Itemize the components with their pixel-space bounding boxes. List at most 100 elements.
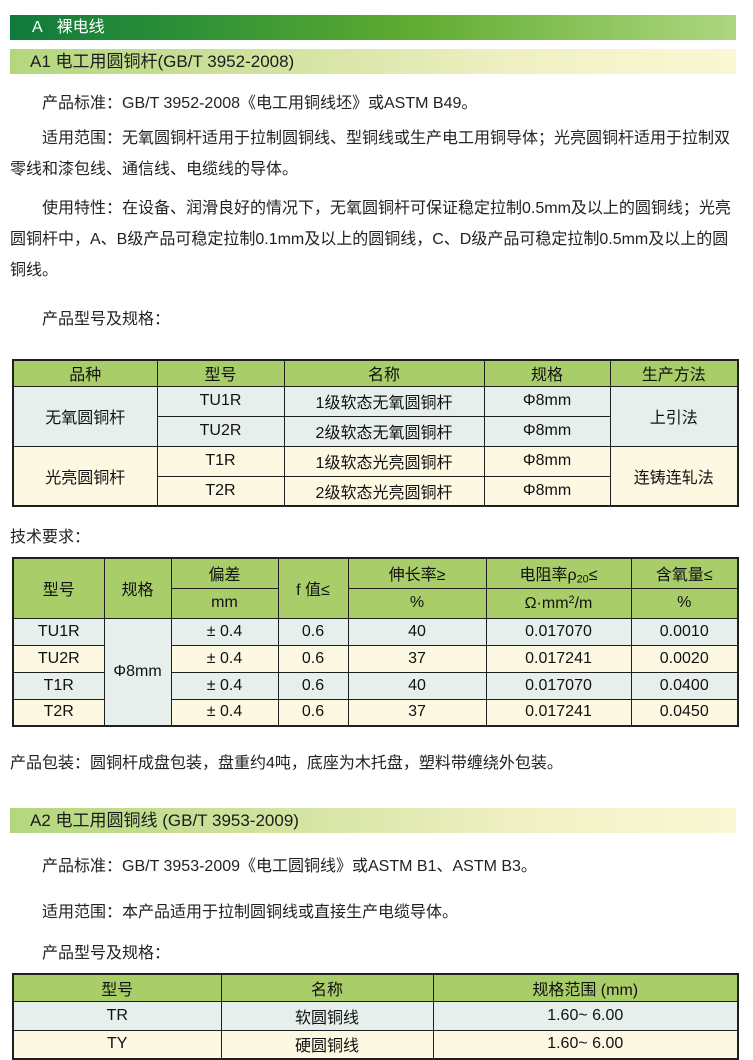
table-header-row: 型号 规格 偏差 f 值≤ 伸长率≥ 电阻率ρ20≤ 含氧量≤: [12, 557, 739, 619]
cell-model: TU2R: [12, 644, 105, 673]
cell-deviation: ± 0.4: [170, 617, 279, 646]
cell-resistivity: 0.017241: [485, 698, 632, 727]
cell-name: 2级软态无氧圆铜杆: [283, 415, 485, 447]
header-cell-deviation: 偏差: [170, 557, 279, 589]
cell-model: TU1R: [12, 617, 105, 646]
header-cell-method: 生产方法: [609, 359, 739, 387]
chapter-label: A: [32, 19, 43, 36]
table-row: T2R 2级软态光亮圆铜杆 Φ8mm: [13, 475, 738, 507]
cell-f-value: 0.6: [277, 698, 349, 727]
a2-paragraph-product-standard: 产品标准：GB/T 3953-2009《电工圆铜线》或ASTM B1、ASTM …: [42, 858, 537, 875]
header-cell-name: 名称: [283, 359, 485, 387]
a1-paragraph-product-standard: 产品标准：GB/T 3952-2008《电工用铜线坯》或ASTM B49。: [42, 95, 478, 112]
cell-model: T1R: [156, 445, 285, 477]
header-cell-elongation-unit: %: [347, 587, 487, 619]
a1-products-table: 品种 型号 名称 规格 生产方法 无氧圆铜杆 TU1R 1级软态无氧圆铜杆 Φ8…: [12, 359, 739, 507]
a2-wires-table: 型号 名称 规格范围 (mm) TR 软圆铜线 1.60~ 6.00 TY 硬圆…: [12, 973, 739, 1060]
cell-name: 2级软态光亮圆铜杆: [283, 475, 485, 507]
header-cell-model: 型号: [12, 973, 222, 1002]
table-header-row: 品种 型号 名称 规格 生产方法: [12, 359, 739, 387]
table-header-row: mm % Ω·mm2/m %: [13, 587, 739, 619]
cell-model: TY: [12, 1029, 222, 1060]
cell-spec: Φ8mm: [483, 445, 611, 477]
cell-oxygen: 0.0450: [630, 698, 739, 727]
table-row: 光亮圆铜杆 T1R 1级软态光亮圆铜杆 Φ8mm 连铸连轧法: [12, 445, 739, 507]
header-cell-variety: 品种: [12, 359, 158, 387]
cell-oxygen: 0.0400: [630, 671, 739, 700]
cell-deviation: ± 0.4: [170, 698, 279, 727]
a2-paragraph-models-label: 产品型号及规格：: [42, 945, 171, 962]
cell-model: T1R: [12, 671, 105, 700]
cell-f-value: 0.6: [277, 644, 349, 673]
cell-model: T2R: [156, 475, 285, 507]
cell-variety: 光亮圆铜杆: [12, 445, 158, 507]
section-a2-title: A2 电工用圆铜线 (GB/T 3953-2009): [30, 811, 299, 830]
table-row: T2R ± 0.4 0.6 37 0.017241 0.0450: [12, 698, 739, 727]
header-cell-resistivity: 电阻率ρ20≤: [485, 557, 632, 589]
section-a1-header-bar: A1 电工用圆铜杆(GB/T 3952-2008): [10, 49, 736, 74]
a1-paragraph-scope: 适用范围：无氧圆铜杆适用于拉制圆铜线、型铜线或生产电工用铜导体；光亮圆铜杆适用于…: [10, 130, 731, 178]
cell-model: TU1R: [156, 385, 285, 417]
cell-elongation: 40: [347, 617, 487, 646]
cell-spec: Φ8mm: [483, 415, 611, 447]
header-cell-deviation-unit: mm: [170, 587, 279, 619]
a1-paragraph-models-label: 产品型号及规格：: [42, 311, 171, 328]
cell-deviation: ± 0.4: [170, 644, 279, 673]
cell-oxygen: 0.0010: [630, 617, 739, 646]
cell-name: 硬圆铜线: [220, 1029, 434, 1060]
table-row: TY 硬圆铜线 1.60~ 6.00: [12, 1029, 739, 1060]
a2-paragraph-scope: 适用范围：本产品适用于拉制圆铜线或直接生产电缆导体。: [42, 904, 459, 921]
cell-f-value: 0.6: [277, 671, 349, 700]
header-cell-elongation: 伸长率≥: [347, 557, 487, 589]
cell-variety: 无氧圆铜杆: [12, 385, 158, 447]
chapter-header-bar: A 裸电线: [10, 15, 736, 40]
cell-resistivity: 0.017241: [485, 644, 632, 673]
cell-spec-range: 1.60~ 6.00: [432, 1029, 739, 1060]
cell-spec-range: 1.60~ 6.00: [432, 1000, 739, 1031]
header-cell-name: 名称: [220, 973, 434, 1002]
section-a1-title: A1 电工用圆铜杆(GB/T 3952-2008): [30, 52, 295, 71]
cell-deviation: ± 0.4: [170, 671, 279, 700]
cell-model: TU2R: [156, 415, 285, 447]
section-a2-header-bar: A2 电工用圆铜线 (GB/T 3953-2009): [10, 808, 736, 833]
table-row: TR 软圆铜线 1.60~ 6.00: [12, 1000, 739, 1031]
header-cell-spec-range: 规格范围 (mm): [432, 973, 739, 1002]
table-header-row: 型号 名称 规格范围 (mm): [12, 973, 739, 1002]
cell-name: 软圆铜线: [220, 1000, 434, 1031]
cell-model: TR: [12, 1000, 222, 1031]
table-row: TU2R 2级软态无氧圆铜杆 Φ8mm: [13, 415, 738, 447]
header-cell-oxygen: 含氧量≤: [630, 557, 739, 589]
table-row: TU2R ± 0.4 0.6 37 0.017241 0.0020: [12, 644, 739, 673]
header-cell-f-value: f 值≤: [277, 557, 349, 619]
a1-tech-table: 型号 规格 偏差 f 值≤ 伸长率≥ 电阻率ρ20≤ 含氧量≤ mm % Ω·m…: [12, 557, 739, 727]
cell-method: 连铸连轧法: [609, 445, 739, 507]
cell-method: 上引法: [609, 385, 739, 447]
cell-oxygen: 0.0020: [630, 644, 739, 673]
cell-model: T2R: [12, 698, 105, 727]
a1-paragraph-usage: 使用特性：在设备、润滑良好的情况下，无氧圆铜杆可保证稳定拉制0.5mm及以上的圆…: [10, 200, 731, 279]
cell-resistivity: 0.017070: [485, 617, 632, 646]
cell-elongation: 37: [347, 698, 487, 727]
header-cell-model: 型号: [12, 557, 105, 619]
a1-tech-requirements-label: 技术要求：: [10, 529, 91, 546]
cell-elongation: 37: [347, 644, 487, 673]
table-row: T1R ± 0.4 0.6 40 0.017070 0.0400: [12, 671, 739, 700]
table-row: TU1R Φ8mm ± 0.4 0.6 40 0.017070 0.0010: [12, 617, 739, 727]
chapter-title: 裸电线: [56, 19, 105, 36]
cell-spec: Φ8mm: [103, 617, 172, 727]
cell-elongation: 40: [347, 671, 487, 700]
cell-spec: Φ8mm: [483, 385, 611, 417]
header-cell-spec: 规格: [103, 557, 172, 619]
cell-name: 1级软态无氧圆铜杆: [283, 385, 485, 417]
cell-f-value: 0.6: [277, 617, 349, 646]
header-cell-oxygen-unit: %: [630, 587, 739, 619]
header-cell-model: 型号: [156, 359, 285, 387]
a1-paragraph-packaging: 产品包装：圆铜杆成盘包装，盘重约4吨，底座为木托盘，塑料带缠绕外包装。: [10, 755, 563, 772]
header-cell-resistivity-unit: Ω·mm2/m: [485, 587, 632, 619]
header-cell-spec: 规格: [483, 359, 611, 387]
cell-spec: Φ8mm: [483, 475, 611, 507]
table-row: 无氧圆铜杆 TU1R 1级软态无氧圆铜杆 Φ8mm 上引法: [12, 385, 739, 447]
cell-resistivity: 0.017070: [485, 671, 632, 700]
cell-name: 1级软态光亮圆铜杆: [283, 445, 485, 477]
